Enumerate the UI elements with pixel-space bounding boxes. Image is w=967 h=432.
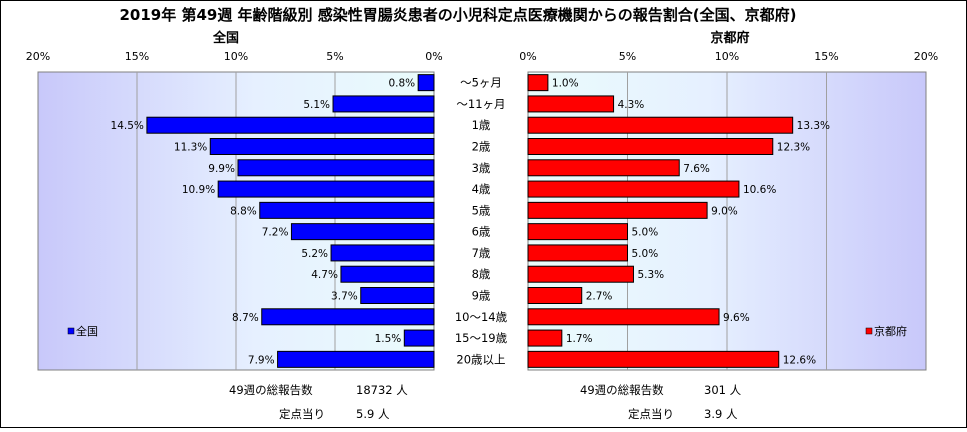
left-footer-total-label: 49週の総報告数 <box>229 383 313 397</box>
bar-national <box>259 201 435 219</box>
bar-national <box>277 350 435 368</box>
data-label-national: 9.9% <box>208 163 235 175</box>
bar-kyoto <box>527 329 563 347</box>
right-footer-per-value: 3.9 人 <box>704 407 738 421</box>
bar-national <box>290 223 435 241</box>
data-label-national: 8.7% <box>232 312 259 324</box>
tick-label-right: 5% <box>619 50 636 63</box>
data-label-national: 7.9% <box>248 354 275 366</box>
category-label: ～11ヶ月 <box>456 97 505 111</box>
bar-national <box>340 265 435 283</box>
bar-national <box>330 244 435 262</box>
data-label-kyoto: 10.6% <box>743 184 776 196</box>
bar-kyoto <box>527 138 774 155</box>
bar-national <box>217 180 435 198</box>
data-label-kyoto: 7.6% <box>683 163 710 175</box>
bar-national <box>146 116 435 134</box>
bar-kyoto <box>527 223 628 241</box>
data-label-kyoto: 13.3% <box>797 120 830 132</box>
bar-kyoto <box>527 244 628 262</box>
right-legend-label: 京都府 <box>874 324 907 338</box>
data-label-kyoto: 4.3% <box>618 99 645 111</box>
right-footer-total-label: 49週の総報告数 <box>580 383 664 397</box>
data-label-kyoto: 9.0% <box>711 205 738 217</box>
bar-kyoto <box>527 308 720 326</box>
bar-national <box>360 287 435 304</box>
right-footer-total-value: 301 人 <box>704 383 742 397</box>
tick-label-left: 5% <box>326 50 343 63</box>
tick-label-left: 15% <box>125 50 149 63</box>
category-label: 3歳 <box>472 161 491 175</box>
bar-kyoto <box>527 201 708 219</box>
bar-national <box>261 308 435 326</box>
category-label: 15～19歳 <box>455 331 508 345</box>
tick-label-left: 0% <box>425 50 442 63</box>
data-label-national: 10.9% <box>182 184 215 196</box>
bar-national <box>209 138 435 155</box>
bar-kyoto <box>527 116 794 134</box>
left-footer-per-value: 5.9 人 <box>356 407 390 421</box>
category-label: 1歳 <box>472 118 491 132</box>
bar-kyoto <box>527 74 549 92</box>
right-panel-heading: 京都府 <box>710 30 749 46</box>
data-label-national: 4.7% <box>311 269 338 281</box>
bar-kyoto <box>527 287 583 304</box>
bar-kyoto <box>527 95 615 113</box>
data-label-kyoto: 1.7% <box>566 333 593 345</box>
data-label-kyoto: 2.7% <box>586 291 613 303</box>
bar-national <box>237 159 435 177</box>
category-label: 6歳 <box>472 225 491 239</box>
category-label: ～5ヶ月 <box>460 76 502 90</box>
data-label-national: 8.8% <box>230 205 257 217</box>
data-label-kyoto: 12.3% <box>777 142 810 154</box>
left-legend-label: 全国 <box>76 324 98 338</box>
left-footer-per-label: 定点当り <box>279 407 325 421</box>
tick-label-right: 0% <box>519 50 536 63</box>
data-label-national: 14.5% <box>111 120 144 132</box>
tick-label-right: 20% <box>914 50 938 63</box>
left-footer-total-value: 18732 人 <box>356 383 408 397</box>
data-label-national: 0.8% <box>388 78 415 90</box>
category-label: 7歳 <box>472 246 491 260</box>
category-label: 5歳 <box>472 203 491 217</box>
data-label-national: 3.7% <box>331 291 358 303</box>
category-label: 9歳 <box>472 289 491 303</box>
category-label: 20歳以上 <box>456 352 505 366</box>
data-label-kyoto: 5.3% <box>637 269 664 281</box>
left-legend-swatch <box>67 327 75 335</box>
data-label-national: 11.3% <box>174 142 207 154</box>
bar-kyoto <box>527 265 634 283</box>
data-label-national: 5.1% <box>303 99 330 111</box>
data-label-national: 5.2% <box>301 248 328 260</box>
right-footer-per-label: 定点当り <box>628 407 674 421</box>
right-legend-swatch <box>865 327 873 335</box>
data-label-national: 1.5% <box>375 333 402 345</box>
bar-national <box>403 329 435 347</box>
bar-kyoto <box>527 159 680 177</box>
data-label-national: 7.2% <box>262 227 289 239</box>
category-label: 2歳 <box>472 140 491 154</box>
data-label-kyoto: 9.6% <box>723 312 750 324</box>
category-label: 10～14歳 <box>455 310 508 324</box>
tick-label-right: 15% <box>814 50 838 63</box>
data-label-kyoto: 12.6% <box>783 354 816 366</box>
tick-label-right: 10% <box>715 50 739 63</box>
bar-kyoto <box>527 350 780 368</box>
left-panel-heading: 全国 <box>212 30 239 46</box>
tick-label-left: 20% <box>26 50 50 63</box>
category-label: 4歳 <box>472 182 491 196</box>
bar-national <box>332 95 435 113</box>
data-label-kyoto: 5.0% <box>632 227 659 239</box>
bar-national <box>417 74 435 92</box>
data-label-kyoto: 1.0% <box>552 78 579 90</box>
chart-title: 2019年 第49週 年齢階級別 感染性胃腸炎患者の小児科定点医療機関からの報告… <box>119 6 796 24</box>
bar-kyoto <box>527 180 740 198</box>
tick-label-left: 10% <box>224 50 248 63</box>
data-label-kyoto: 5.0% <box>632 248 659 260</box>
category-label: 8歳 <box>472 267 491 281</box>
